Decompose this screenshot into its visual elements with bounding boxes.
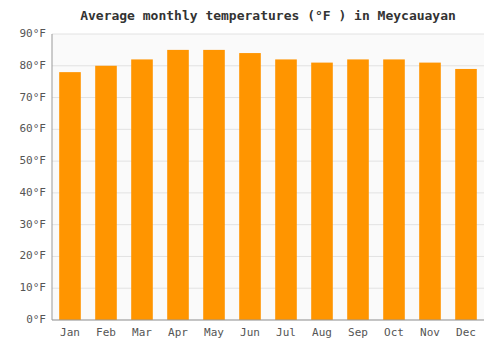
bar <box>203 50 225 320</box>
y-tick-label: 20°F <box>20 249 47 262</box>
x-tick-label: Feb <box>96 326 116 339</box>
y-tick-label: 80°F <box>20 59 47 72</box>
x-tick-label: Jan <box>60 326 80 339</box>
x-axis: Jan Feb Mar Apr May Jun Jul Aug Sep Oct Nov Dec <box>60 326 476 339</box>
x-tick-label: Sep <box>348 326 368 339</box>
x-tick-label: Jun <box>240 326 260 339</box>
x-axis-line <box>52 320 484 321</box>
bars <box>59 50 477 320</box>
x-tick-label: Apr <box>168 326 188 339</box>
plot-background <box>52 34 484 320</box>
bar <box>131 59 153 320</box>
grid <box>52 34 484 320</box>
y-axis-line <box>52 34 53 320</box>
x-tick-label: Jul <box>276 326 296 339</box>
y-tick-label: 30°F <box>20 218 47 231</box>
y-tick-label: 90°F <box>20 27 47 40</box>
bar <box>419 63 441 320</box>
x-tick-label: May <box>204 326 224 339</box>
bar <box>383 59 405 320</box>
y-tick-label: 50°F <box>20 154 47 167</box>
y-tick-label: 40°F <box>20 186 47 199</box>
y-tick-label: 0°F <box>26 313 46 326</box>
bar <box>347 59 369 320</box>
bar <box>311 63 333 320</box>
x-tick-label: Oct <box>384 326 404 339</box>
title: Average monthly temperatures (°F ) in Me… <box>80 8 456 23</box>
bar <box>239 53 261 320</box>
x-tick-label: Dec <box>456 326 476 339</box>
grid-line <box>52 34 484 35</box>
bar <box>59 72 81 320</box>
bar <box>455 69 477 320</box>
x-tick-label: Mar <box>132 326 152 339</box>
chart-svg: 0°F 10°F 20°F 30°F 40°F 50°F 60°F 70°F 80°F 90°F J… <box>0 0 500 350</box>
bar <box>95 66 117 320</box>
x-tick-label: Aug <box>312 326 332 339</box>
y-axis: 0°F 10°F 20°F 30°F 40°F 50°F 60°F 70°F 80°F 90°F <box>20 27 47 326</box>
y-tick-label: 70°F <box>20 91 47 104</box>
bar <box>167 50 189 320</box>
bar <box>275 59 297 320</box>
x-tick-label: Nov <box>420 326 440 339</box>
grid-line <box>52 320 484 321</box>
y-tick-label: 10°F <box>20 281 47 294</box>
chart-container: 0°F 10°F 20°F 30°F 40°F 50°F 60°F 70°F 80°F 90°F J… <box>0 0 500 350</box>
y-tick-label: 60°F <box>20 122 47 135</box>
